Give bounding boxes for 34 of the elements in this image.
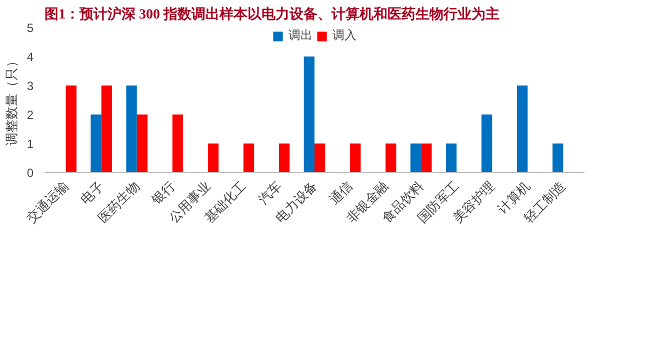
bar bbox=[126, 86, 137, 172]
chart-title: 图1：预计沪深 300 指数调出样本以电力设备、计算机和医药生物行业为主 bbox=[44, 6, 500, 22]
x-tick-label: 银行 bbox=[148, 178, 178, 208]
y-tick-label: 2 bbox=[26, 108, 34, 122]
bar bbox=[278, 144, 290, 172]
x-tick-label: 交通运输 bbox=[24, 178, 72, 226]
legend-label: 调入 bbox=[332, 27, 356, 44]
bar bbox=[410, 144, 422, 172]
legend-label: 调出 bbox=[288, 27, 312, 44]
bar bbox=[386, 144, 396, 172]
bar bbox=[208, 144, 219, 172]
y-tick-label: 3 bbox=[26, 79, 34, 93]
x-tick-label: 电子 bbox=[78, 178, 107, 208]
bar bbox=[481, 114, 492, 172]
bar bbox=[421, 144, 432, 172]
y-tick-label: 5 bbox=[26, 21, 34, 35]
bar bbox=[350, 144, 361, 172]
bar bbox=[446, 144, 457, 172]
x-tick-label: 通信 bbox=[326, 178, 356, 208]
bar bbox=[314, 144, 326, 172]
bar bbox=[243, 144, 254, 172]
bar bbox=[304, 56, 314, 172]
y-tick-label: 4 bbox=[26, 50, 34, 64]
bar bbox=[101, 86, 112, 172]
bar bbox=[552, 144, 564, 172]
y-tick-label: 0 bbox=[26, 166, 34, 180]
bar bbox=[172, 114, 184, 172]
bar bbox=[136, 114, 148, 172]
y-tick-label: 1 bbox=[26, 137, 34, 151]
bar bbox=[66, 86, 76, 172]
bar bbox=[90, 114, 102, 172]
x-tick-label: 汽车 bbox=[255, 178, 284, 208]
y-axis-title: 调整数量（只） bbox=[4, 54, 19, 146]
bar bbox=[517, 86, 528, 172]
